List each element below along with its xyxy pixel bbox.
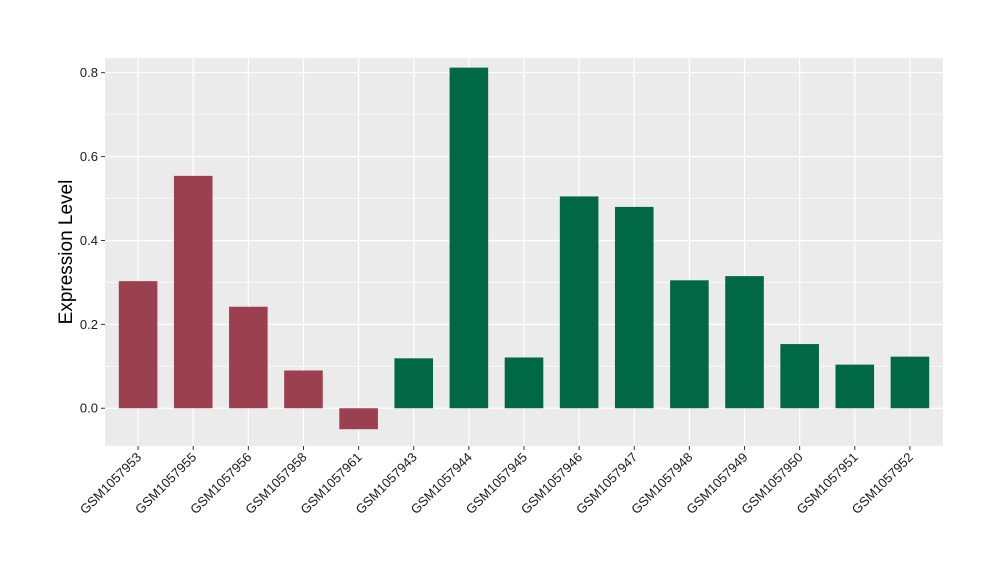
bar-GSM1057946	[559, 196, 599, 409]
y-tick-label: 0.0	[80, 401, 98, 416]
y-tick-label: 0.2	[80, 317, 98, 332]
bar-GSM1057948	[670, 280, 709, 409]
bar-GSM1057945	[504, 357, 544, 409]
bar-GSM1057961	[339, 408, 378, 430]
bars	[118, 67, 930, 430]
y-tick-label: 0.8	[80, 65, 98, 80]
y-tick-label: 0.4	[80, 233, 98, 248]
bar-GSM1057956	[229, 306, 268, 409]
bar-GSM1057943	[394, 358, 434, 409]
bar-GSM1057955	[173, 175, 213, 409]
y-tick-label: 0.6	[80, 149, 98, 164]
bar-GSM1057950	[780, 344, 819, 409]
bar-GSM1057944	[449, 67, 489, 409]
y-axis-title: Expression Level	[56, 180, 77, 325]
y-axis: 0.0 0.2 0.4 0.6 0.8	[80, 65, 105, 416]
bar-GSM1057947	[614, 206, 654, 409]
bar-GSM1057951	[835, 364, 875, 409]
bar-GSM1057952	[890, 356, 930, 409]
bar-GSM1057958	[284, 370, 323, 409]
bar-GSM1057949	[725, 276, 764, 409]
bar-GSM1057953	[118, 281, 158, 409]
x-axis: GSM1057953GSM1057955GSM1057956GSM1057958…	[77, 446, 916, 517]
